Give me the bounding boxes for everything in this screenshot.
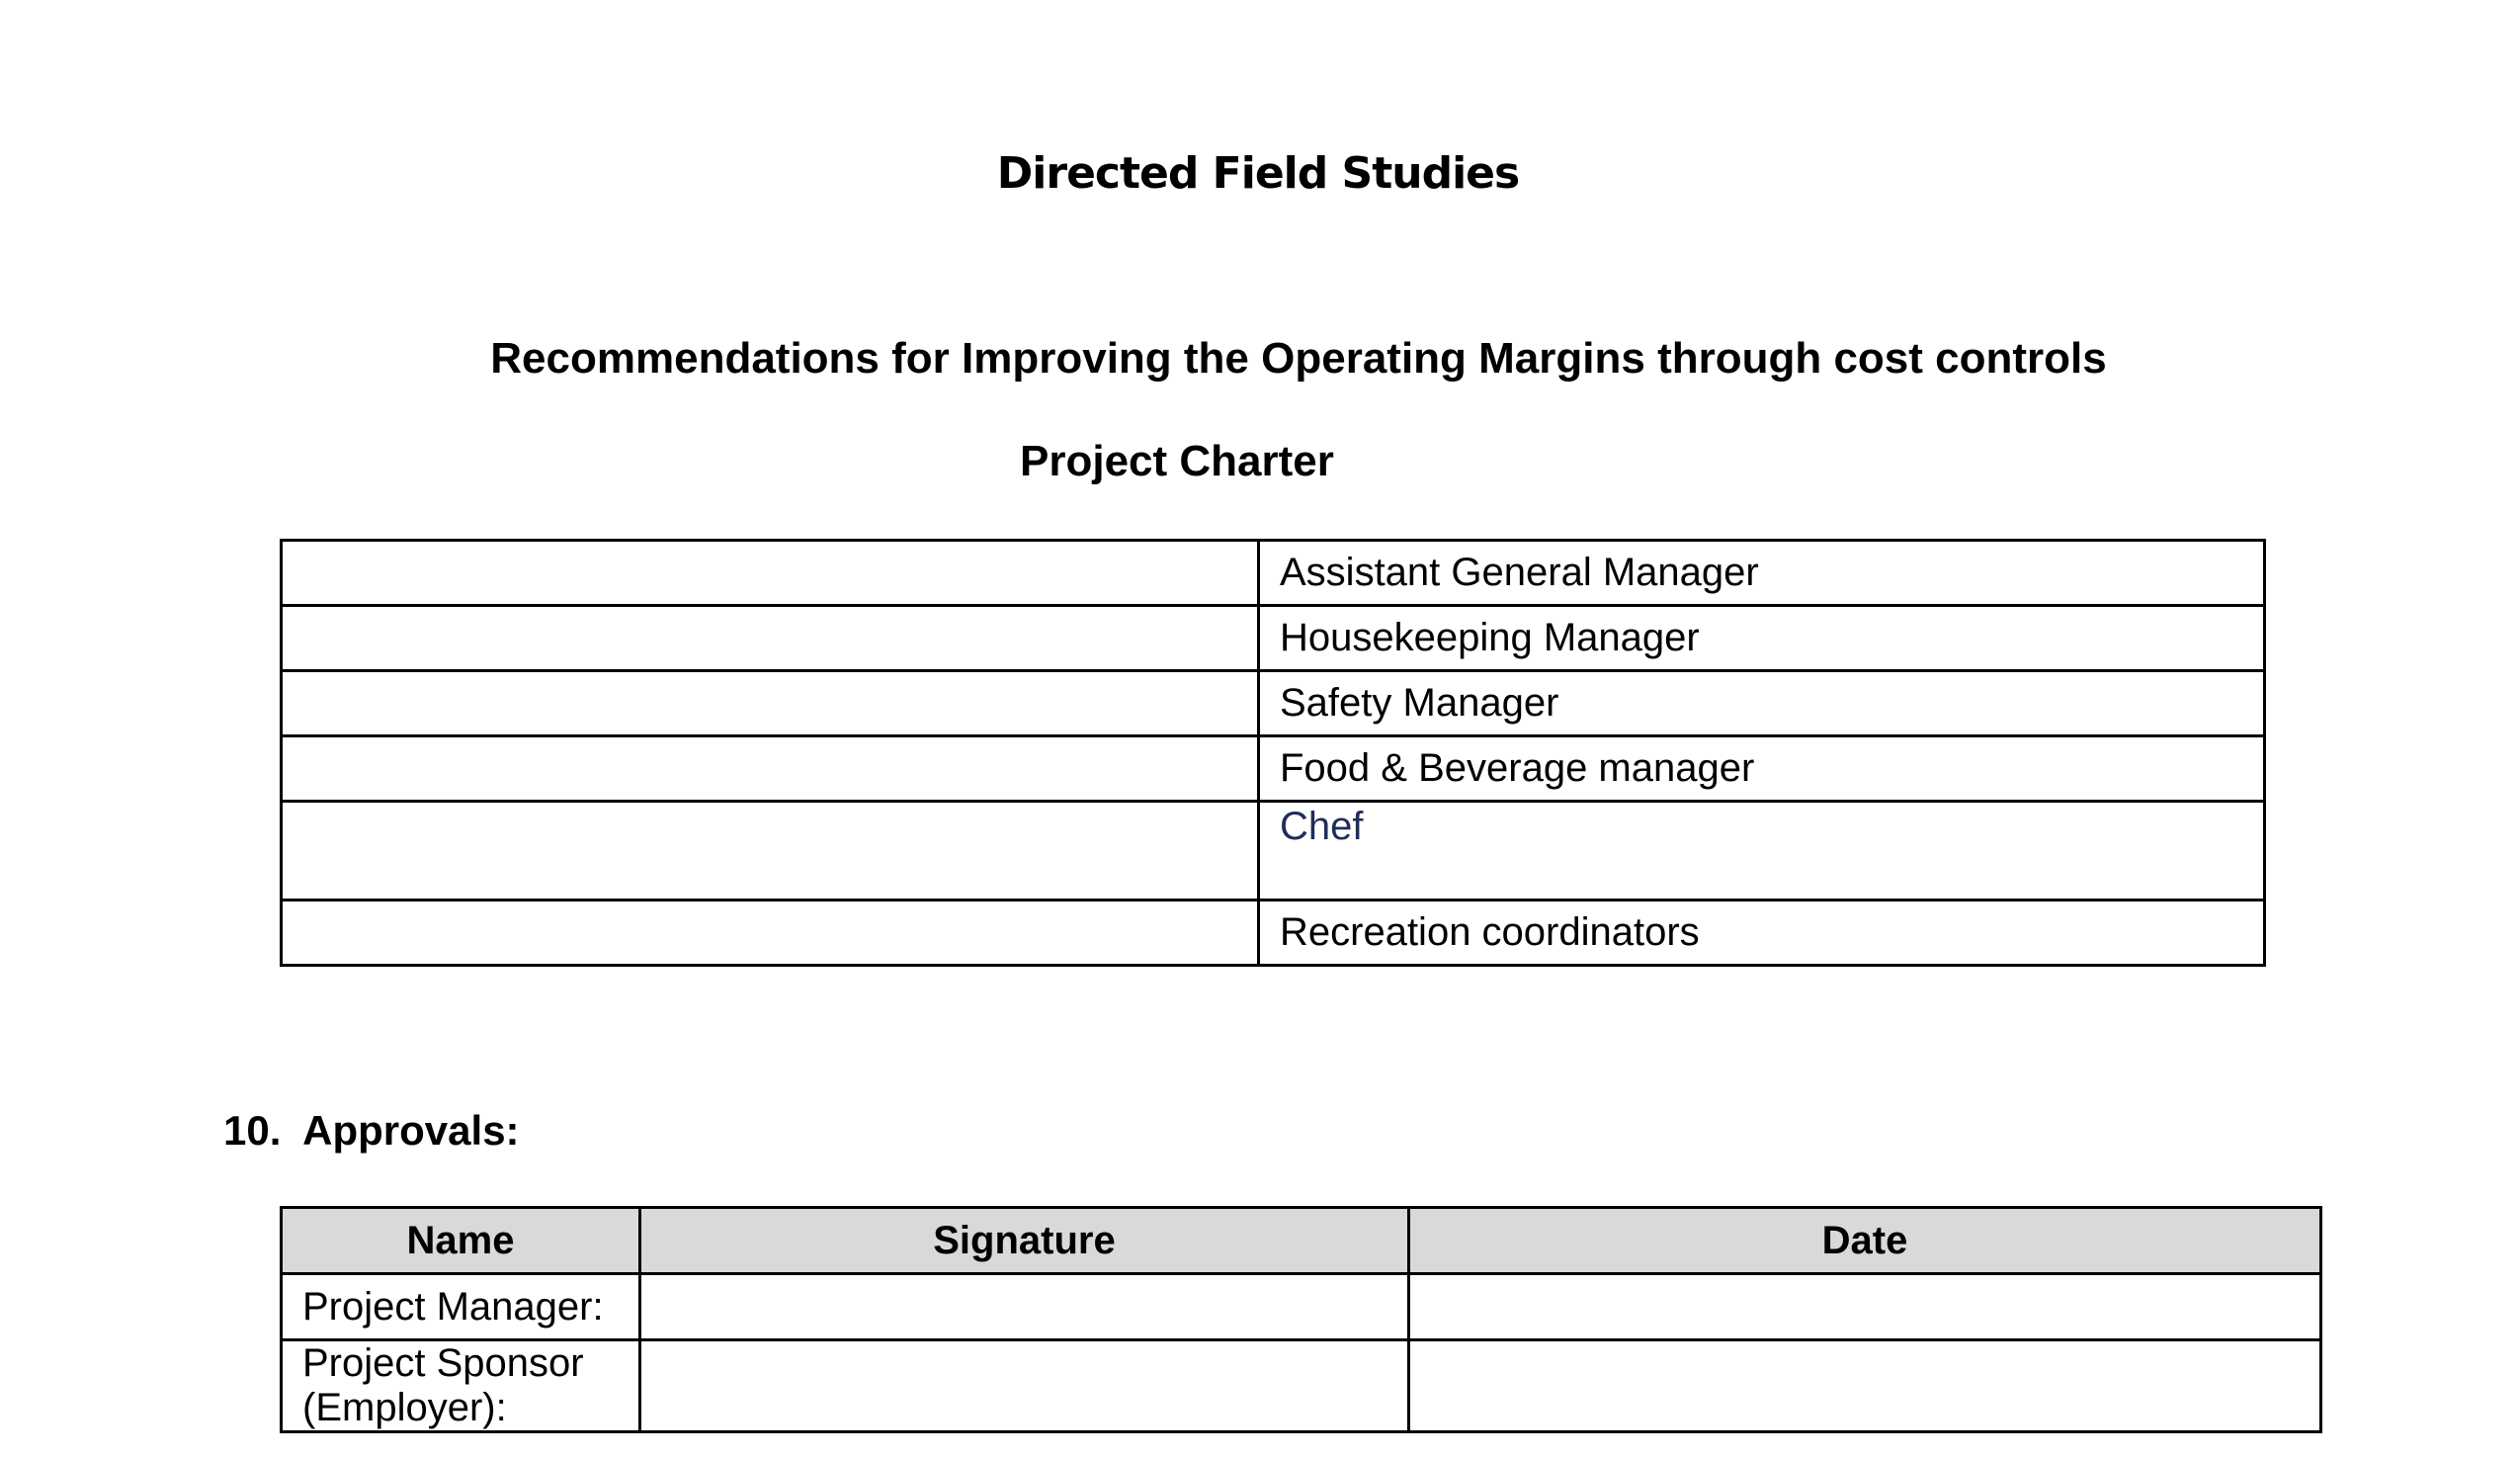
- approver-name: Project Sponsor (Employer):: [280, 1338, 641, 1433]
- role-cell-left: [280, 539, 1260, 607]
- role-cell: Chef: [1257, 800, 2266, 901]
- header-date: Date: [1407, 1206, 2322, 1275]
- role-cell: Safety Manager: [1257, 669, 2266, 737]
- table-row: Project Sponsor (Employer):: [280, 1338, 2322, 1433]
- header-name: Name: [280, 1206, 641, 1275]
- date-cell: [1407, 1338, 2322, 1433]
- approvals-table: Name Signature Date Project Manager: Pro…: [280, 1206, 2322, 1433]
- document-subtitle: Recommendations for Improving the Operat…: [490, 334, 2107, 383]
- role-cell: Assistant General Manager: [1257, 539, 2266, 607]
- table-row: Chef: [280, 800, 2266, 901]
- date-cell: [1407, 1272, 2322, 1341]
- role-cell-left: [280, 734, 1260, 803]
- approvals-heading: 10. Approvals:: [223, 1107, 520, 1154]
- signature-cell: [638, 1338, 1410, 1433]
- table-row: Assistant General Manager: [280, 539, 2266, 607]
- table-row: Housekeeping Manager: [280, 604, 2266, 672]
- roles-table: Assistant General Manager Housekeeping M…: [280, 539, 2266, 967]
- header-row: Name Signature Date: [280, 1206, 2322, 1275]
- table-row: Food & Beverage manager: [280, 734, 2266, 803]
- charter-title: Project Charter: [1020, 437, 1334, 485]
- table-row: Project Manager:: [280, 1272, 2322, 1341]
- header-signature: Signature: [638, 1206, 1410, 1275]
- role-cell-left: [280, 669, 1260, 737]
- table-row: Safety Manager: [280, 669, 2266, 737]
- document-title: Directed Field Studies: [996, 148, 1520, 199]
- role-cell-left: [280, 899, 1260, 967]
- signature-cell: [638, 1272, 1410, 1341]
- role-cell: Food & Beverage manager: [1257, 734, 2266, 803]
- role-cell-left: [280, 604, 1260, 672]
- approver-name: Project Manager:: [280, 1272, 641, 1341]
- table-row: Recreation coordinators: [280, 899, 2266, 967]
- role-cell: Housekeeping Manager: [1257, 604, 2266, 672]
- role-cell: Recreation coordinators: [1257, 899, 2266, 967]
- role-cell-left: [280, 800, 1260, 901]
